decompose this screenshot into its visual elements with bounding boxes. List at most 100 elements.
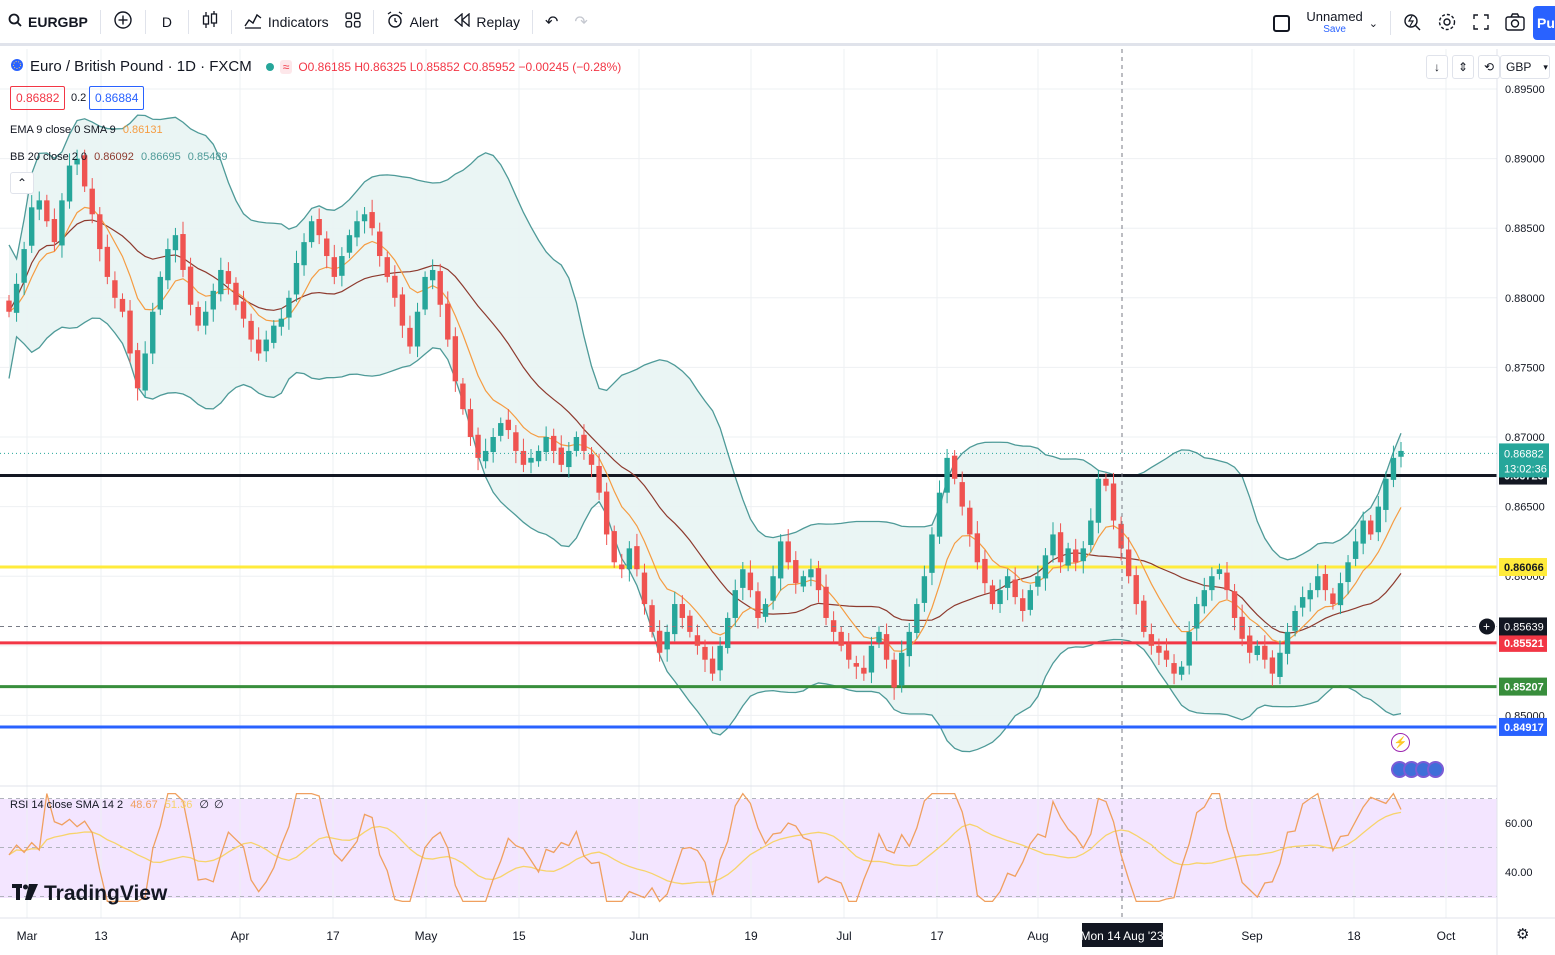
tradingview-logo[interactable]: TradingView [12,882,167,906]
time-axis-settings-button[interactable]: ⚙ [1516,925,1529,943]
time-tick-label: 19 [744,929,758,943]
settings-button[interactable] [1429,6,1465,40]
price-tick-label: 0.88500 [1505,223,1545,235]
redo-button[interactable]: ↷ [566,5,595,39]
candle-body [1020,598,1026,611]
chevron-down-icon: ⌄ [1368,17,1378,30]
candle-body [823,586,829,618]
gear-icon [1437,12,1457,35]
layout-name-button[interactable]: Unnamed Save ⌄ [1298,6,1386,40]
templates-button[interactable] [337,5,369,39]
time-axis: Mar 13 Apr 17 May 15 Jun 19 Jul 17 Aug Sep 18 Oct Mon … [0,917,1555,947]
candle-body [1299,597,1306,608]
indicators-button[interactable]: Indicators [236,5,337,39]
candle-body [543,437,549,453]
level-price-label-bg [1499,717,1547,736]
euro-flag-icon [10,58,24,75]
rsi-legend[interactable]: RSI 14 close SMA 14 2 48.67 51.36 ∅ ∅ [10,798,224,811]
ema-legend[interactable]: EMA 9 close 0 SMA 9 0.86131 [10,124,163,136]
symbol-search-button[interactable]: EURGBP [0,5,96,39]
candle-body [664,631,670,650]
maximize-pane-button[interactable]: ⇕ [1452,55,1474,79]
candle-body [51,219,58,243]
toolbar-divider [99,9,101,34]
reset-chart-button[interactable]: ⟲ [1478,55,1500,79]
price-tick-label: 0.88000 [1505,293,1545,305]
candle-body [603,491,610,535]
candle-body [876,631,882,643]
time-tick-label: 17 [326,929,340,943]
candle-body [165,249,171,281]
undo-button[interactable]: ↶ [537,5,566,39]
collapse-legend-button[interactable]: ⌃ [10,172,34,194]
candle-body [293,263,300,295]
multi-chart-layout-button[interactable] [1265,6,1298,40]
candle-body [520,450,527,465]
rsi-tick-label: 60.00 [1505,818,1533,830]
sell-price-button[interactable]: 0.86882 [10,86,66,110]
chart-type-button[interactable] [193,5,227,39]
candle-body [634,546,640,570]
lightning-event-icon[interactable]: ⚡ [1391,733,1410,752]
candle-body [1292,611,1298,631]
bb-upper-value: 0.86695 [140,151,181,163]
time-tick-label: Aug [1027,929,1048,943]
candle-body [498,423,504,436]
buy-price-button[interactable]: 0.86884 [89,86,145,110]
chart-controls: ↓ ⇕ ⟲ [1426,55,1500,79]
candle-body [959,482,965,507]
bb-basis-value: 0.86092 [94,151,134,163]
candle-body [28,207,35,246]
candle-body [528,457,534,463]
candle-body [747,572,754,591]
compare-symbol-button[interactable] [105,5,141,39]
interval-button[interactable]: D [150,5,184,39]
candle-body [202,311,209,326]
candle-body [316,219,322,236]
alert-button[interactable]: Alert [378,5,447,39]
candle-body [672,604,678,635]
candle-body [777,541,784,579]
price-tick-label: 0.87500 [1505,362,1545,374]
wave-icon: ≈ [279,59,293,74]
economic-events-group[interactable] [1391,761,1444,778]
candle-body [1368,520,1374,535]
candle-body [36,200,42,210]
candle-body [815,568,822,591]
candle-body [898,652,905,686]
candle-body [1209,576,1215,591]
candle-body [97,214,103,250]
fullscreen-button[interactable] [1465,6,1497,40]
candle-body [1065,548,1071,566]
candle-body [1201,590,1208,607]
candle-body [891,659,897,688]
scroll-down-button[interactable]: ↓ [1426,55,1448,79]
flag-event-icon [1427,761,1444,778]
candle-body [853,663,860,667]
candle-body [172,235,179,251]
candle-body [134,350,141,389]
bb-legend[interactable]: BB 20 close 2 0 0.86092 0.86695 0.85489 [10,151,228,163]
level-price-label: 0.86066 [1504,562,1544,574]
candle-body [702,646,708,660]
price-tick-label: 0.87000 [1505,432,1545,444]
candle-body [1337,583,1344,606]
candle-body [1156,645,1162,653]
candle-body [1095,478,1102,523]
quick-search-button[interactable] [1395,6,1429,40]
candle-body [1262,645,1268,660]
candle-body [1315,576,1321,591]
candle-body [81,155,88,187]
current-price-tag [1499,443,1549,478]
candle-body [1110,483,1117,521]
snapshot-button[interactable] [1497,6,1533,40]
candle-body [808,569,814,578]
candle-body [339,256,345,276]
chevron-down-icon: ▾ [1543,61,1548,72]
candle-body [271,325,277,343]
publish-button[interactable]: Pu [1533,6,1555,40]
currency-selector[interactable]: GBP ▾ [1500,55,1550,79]
candle-body [392,275,398,298]
replay-button[interactable]: Replay [446,5,528,39]
